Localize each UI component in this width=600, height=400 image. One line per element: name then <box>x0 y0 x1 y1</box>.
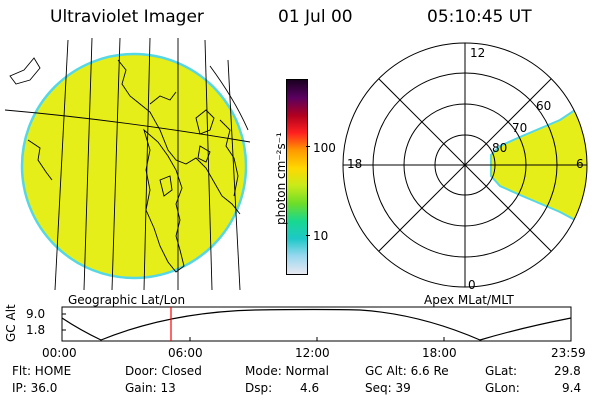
polar-lat-60: 60 <box>536 99 551 113</box>
polar-plot: 12 18 6 0 60 70 80 <box>342 42 588 292</box>
status-door: Door: Closed <box>125 364 202 378</box>
polar-grid <box>342 42 588 288</box>
status-glon-label: GLon: <box>485 381 520 395</box>
status-seq: Seq: 39 <box>365 381 411 395</box>
polar-caption: Apex MLat/MLT <box>424 293 514 307</box>
status-dsp-value: 4.6 <box>300 381 320 395</box>
status-dsp-label: Dsp: <box>245 381 273 395</box>
orbit-xtick-4: 23:59 <box>551 346 586 360</box>
colorbar-tick-10: 10 <box>313 229 329 243</box>
polar-label-0: 0 <box>468 278 476 292</box>
orbit-altitude-curve <box>61 308 572 341</box>
polar-label-12: 12 <box>470 46 485 60</box>
geographic-caption: Geographic Lat/Lon <box>68 293 186 307</box>
status-ip: IP: 36.0 <box>12 381 58 395</box>
status-gain: Gain: 13 <box>125 381 176 395</box>
colorbar-unit-label: photon cm⁻²s⁻¹ <box>274 132 288 225</box>
longitude-grid <box>4 37 251 291</box>
polar-label-6: 6 <box>576 157 584 171</box>
orbit-ylabel: GC Alt <box>4 304 18 342</box>
instrument-title: Ultraviolet Imager <box>50 7 204 27</box>
orbit-xtick-3: 18:00 <box>422 346 457 360</box>
colorbar-tick-marks <box>306 146 310 147</box>
orbit-xtick-0: 00:00 <box>42 346 77 360</box>
coastlines <box>9 57 241 273</box>
colorbar-tick-100: 100 <box>313 141 336 155</box>
status-gc-alt: GC Alt: 6.6 Re <box>365 364 449 378</box>
colorbar <box>286 79 308 275</box>
status-flt: Flt: HOME <box>12 364 72 378</box>
image-disk <box>20 52 248 280</box>
orbit-ytick-high: 9.0 <box>26 307 46 321</box>
orbit-plot <box>61 306 572 342</box>
status-glat-value: 29.8 <box>554 364 581 378</box>
date-label: 01 Jul 00 <box>278 7 353 27</box>
status-glon-value: 9.4 <box>562 381 582 395</box>
status-glat-label: GLat: <box>485 364 518 378</box>
geographic-map <box>4 37 251 291</box>
time-label: 05:10:45 UT <box>427 7 532 27</box>
colorbar-tick-marks <box>306 235 310 236</box>
orbit-xtick-1: 06:00 <box>168 346 203 360</box>
orbit-ytick-low: 1.8 <box>26 323 46 337</box>
status-mode: Mode: Normal <box>245 364 329 378</box>
polar-lat-80: 80 <box>492 141 507 155</box>
polar-lat-70: 70 <box>512 121 527 135</box>
orbit-xtick-2: 12:00 <box>295 346 330 360</box>
polar-label-18: 18 <box>347 157 362 171</box>
